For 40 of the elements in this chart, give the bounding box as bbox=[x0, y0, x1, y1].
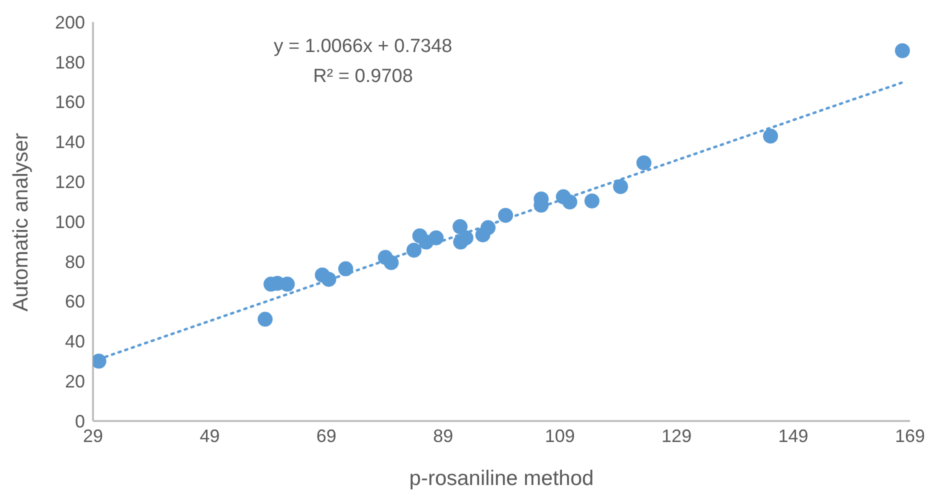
x-tick-label: 49 bbox=[200, 426, 220, 446]
y-tick-label: 20 bbox=[64, 371, 85, 392]
y-tick-label: 200 bbox=[54, 12, 85, 32]
x-tick-label: 89 bbox=[433, 426, 454, 446]
annotation: R² = 0.9708 bbox=[312, 66, 414, 88]
x-tick-label: 169 bbox=[894, 426, 926, 446]
y-tick-label: 100 bbox=[54, 212, 85, 232]
y-tick-label: 80 bbox=[64, 252, 85, 272]
point bbox=[498, 208, 514, 223]
x-tick-label: 129 bbox=[662, 426, 692, 446]
point bbox=[452, 219, 468, 234]
point bbox=[480, 220, 496, 236]
y-tick-label: 140 bbox=[54, 132, 85, 152]
point bbox=[636, 155, 652, 170]
x-tick-label: 149 bbox=[778, 426, 808, 446]
y-tick-label: 60 bbox=[64, 292, 85, 312]
point bbox=[321, 272, 336, 287]
point bbox=[258, 312, 273, 327]
point bbox=[406, 242, 422, 258]
point bbox=[763, 128, 778, 144]
point bbox=[613, 179, 628, 194]
y-tick-label: 160 bbox=[54, 92, 85, 112]
point bbox=[894, 43, 910, 58]
y-axis-title: Automatic analyser bbox=[9, 132, 32, 312]
y-tick-label: 180 bbox=[54, 52, 85, 72]
x-tick-label: 29 bbox=[82, 426, 104, 446]
y-tick-label: 120 bbox=[54, 172, 85, 192]
point bbox=[280, 276, 295, 292]
point bbox=[428, 230, 444, 246]
x-tick-label: 69 bbox=[316, 426, 336, 446]
point bbox=[338, 261, 354, 276]
point bbox=[458, 230, 474, 246]
annotation: y = 1.0066x + 0.7348 bbox=[272, 36, 454, 58]
point bbox=[562, 194, 578, 210]
x-tick-label: 109 bbox=[544, 426, 575, 446]
point bbox=[584, 193, 600, 208]
y-tick-label: 0 bbox=[74, 411, 85, 432]
y-tick-label: 40 bbox=[64, 332, 85, 352]
point bbox=[384, 255, 399, 270]
x-axis-title: p-rosaniline method bbox=[409, 467, 594, 490]
